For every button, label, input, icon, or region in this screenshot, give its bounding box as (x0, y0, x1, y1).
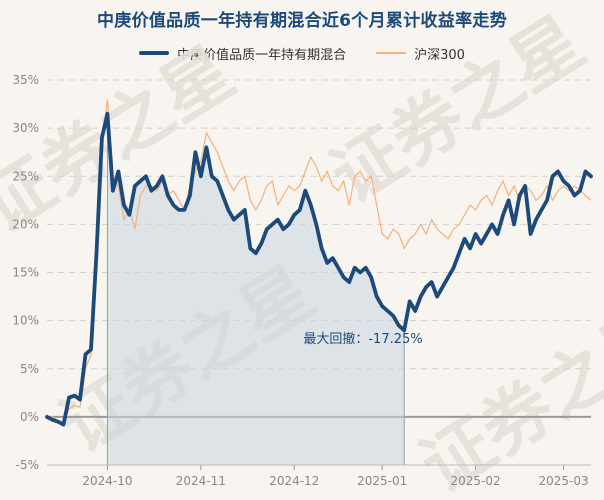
y-tick-label: 5% (20, 362, 39, 376)
y-tick-label: 20% (12, 217, 39, 231)
series-line-bench (47, 99, 592, 424)
y-tick-label: 10% (12, 314, 39, 328)
series-line-main (45, 111, 593, 427)
x-tick-label: 2025-02 (451, 474, 501, 488)
watermark-text: 证券之星 (407, 291, 604, 500)
x-tick-label: 2024-11 (176, 474, 226, 488)
legend-item-bench[interactable]: 沪深300 (376, 44, 465, 63)
y-tick-label: 35% (12, 73, 39, 87)
x-tick-label: 2025-01 (357, 474, 407, 488)
series-layer (45, 99, 593, 427)
legend-label-main: 中庚价值品质一年持有期混合 (177, 47, 347, 63)
legend-swatch-main (139, 51, 170, 55)
y-tick-label: 15% (12, 266, 39, 280)
y-tick-label: 0% (20, 410, 39, 424)
drawdown-layer (106, 113, 405, 465)
drawdown-area (107, 113, 405, 465)
axis-layer: -5% 0% 5% 10% 15% 20% 25% 30% 35% 2024-10 2024-11 2… (12, 73, 591, 488)
legend: 中庚价值品质一年持有期混合 沪深300 (0, 42, 604, 64)
legend-item-main[interactable]: 中庚价值品质一年持有期混合 (139, 44, 346, 63)
drawdown-annotation: 最大回撤：-17.25% (303, 331, 422, 347)
legend-label-bench: 沪深300 (414, 47, 465, 63)
x-tick-label: 2025-03 (538, 474, 588, 488)
y-tick-label: 30% (12, 121, 39, 135)
x-tick-label: 2024-12 (269, 474, 319, 488)
watermark-text: 证券之星 (317, 1, 598, 219)
y-tick-label: 25% (12, 169, 39, 183)
legend-swatch-bench (376, 52, 407, 54)
chart-title: 中庚价值品质一年持有期混合近6个月累计收益率走势 (96, 11, 508, 31)
y-tick-label: -5% (16, 458, 39, 472)
x-tick-label: 2024-10 (82, 474, 132, 488)
